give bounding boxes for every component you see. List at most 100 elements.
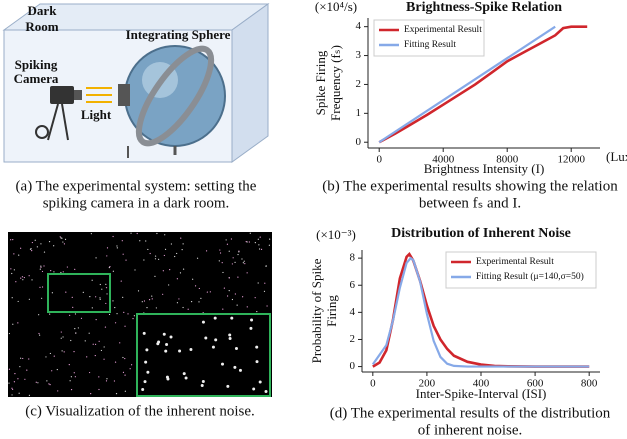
noise-dot	[73, 351, 74, 352]
noise-dot	[165, 249, 166, 250]
noise-dot	[202, 321, 205, 324]
noise-dot	[112, 236, 113, 237]
noise-dot	[178, 298, 179, 299]
noise-dot	[15, 281, 16, 282]
noise-dot	[13, 253, 14, 254]
noise-dot	[204, 337, 207, 340]
axis-multiplier: (×10⁻³)	[316, 227, 356, 242]
noise-dot	[11, 394, 12, 395]
noise-dot	[64, 243, 65, 244]
noise-dot	[125, 391, 126, 392]
noise-dot	[176, 253, 177, 254]
x-tick-label: 4000	[432, 154, 455, 166]
noise-dot	[46, 380, 47, 381]
noise-dot	[201, 384, 204, 387]
noise-dot	[229, 290, 230, 291]
noise-dot	[57, 369, 58, 370]
noise-dot	[74, 372, 75, 373]
noise-dot	[14, 381, 15, 382]
noise-dot	[40, 243, 41, 244]
noise-dot	[192, 279, 193, 280]
noise-dot	[17, 378, 18, 379]
noise-dot	[39, 287, 40, 288]
noise-dot	[29, 275, 30, 276]
noise-dot	[106, 287, 107, 288]
noise-dot	[228, 334, 231, 337]
noise-dot	[99, 297, 100, 298]
noise-dot	[65, 239, 66, 240]
caption: spiking camera in a dark room.	[43, 195, 230, 211]
noise-dot	[210, 291, 211, 292]
noise-dot	[132, 318, 133, 319]
noise-dot	[37, 382, 38, 383]
noise-dot	[123, 254, 124, 255]
caption: (d) The experimental results of the dist…	[330, 405, 611, 421]
noise-dot	[234, 262, 235, 263]
noise-dot	[95, 296, 96, 297]
noise-dot	[131, 364, 132, 365]
noise-dot	[103, 359, 104, 360]
y-tick-label: 3	[356, 49, 362, 61]
noise-dot	[141, 388, 144, 391]
noise-dot	[199, 288, 200, 289]
noise-dot	[180, 238, 181, 239]
noise-dot	[70, 340, 71, 341]
noise-dot	[116, 393, 117, 394]
noise-dot	[235, 293, 236, 294]
noise-dot	[60, 236, 61, 237]
y-tick-label: 2	[350, 333, 356, 345]
noise-dot	[74, 269, 75, 270]
noise-dot	[65, 292, 66, 293]
noise-dot	[122, 240, 123, 241]
legend-label: Experimental Result	[404, 25, 482, 35]
noise-dot	[95, 257, 96, 258]
noise-dot	[222, 262, 223, 263]
noise-dot	[237, 277, 238, 278]
noise-dot	[11, 388, 12, 389]
noise-dot	[157, 341, 160, 344]
y-tick-label: 0	[356, 136, 362, 148]
noise-dot	[9, 333, 10, 334]
noise-dot	[109, 266, 110, 267]
y-axis-label: Spike Firing	[313, 50, 328, 115]
noise-dot	[53, 245, 54, 246]
y-axis-label: Firing	[324, 295, 339, 327]
noise-dot	[62, 350, 63, 351]
illustration: Dark Room Integrating Sphere Spiking Cam…	[4, 3, 268, 162]
noise-dot	[238, 251, 239, 252]
noise-dot	[81, 318, 82, 319]
noise-dot	[183, 268, 184, 269]
noise-dot	[145, 348, 148, 351]
noise-dot	[17, 322, 18, 323]
x-tick-label: 600	[527, 378, 544, 390]
noise-dot	[243, 262, 244, 263]
noise-dot	[144, 380, 147, 383]
noise-dot	[69, 364, 70, 365]
noise-dot	[227, 244, 228, 245]
noise-dot	[150, 253, 151, 254]
noise-dot	[93, 344, 94, 345]
noise-dot	[85, 340, 86, 341]
noise-dot	[121, 280, 122, 281]
noise-dot	[198, 301, 199, 302]
noise-dot	[44, 251, 45, 252]
noise-dot	[226, 385, 229, 388]
chart-title: Distribution of Inherent Noise	[391, 226, 571, 241]
noise-dot	[28, 358, 29, 359]
noise-dot	[106, 380, 107, 381]
noise-dot	[8, 382, 9, 383]
x-tick-label: 0	[376, 154, 382, 166]
noise-dot	[182, 307, 183, 308]
noise-dot	[72, 307, 73, 308]
noise-dot	[146, 307, 147, 308]
noise-dot	[168, 284, 169, 285]
noise-dot	[40, 265, 41, 266]
room-label: Room	[25, 19, 58, 34]
noise-dot	[63, 271, 64, 272]
noise-dot	[183, 372, 186, 375]
noise-dot	[180, 272, 181, 273]
noise-dot	[40, 269, 41, 270]
y-tick-label: 0	[350, 360, 356, 372]
noise-dot	[89, 296, 90, 297]
noise-dot	[264, 390, 267, 393]
